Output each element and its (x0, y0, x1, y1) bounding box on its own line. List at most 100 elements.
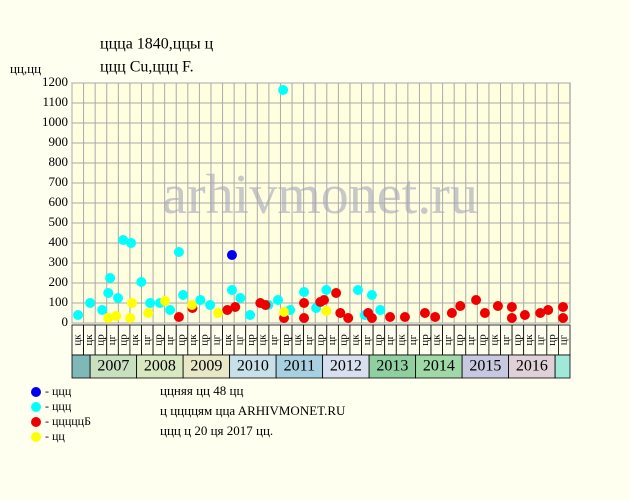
point (97, 305, 108, 315)
quarter-label: цк (488, 334, 500, 346)
legend-marker (31, 402, 41, 412)
y-tick-label: 1100 (42, 94, 68, 109)
year-label: 2016 (516, 358, 548, 375)
chart-title: ццца 1840,ццы ц (100, 36, 214, 53)
point (430, 312, 441, 322)
point (205, 300, 216, 310)
year-label: 2011 (284, 358, 315, 375)
year-cell (71, 354, 91, 379)
quarter-label: цр (152, 334, 164, 346)
point (173, 312, 184, 322)
quarter-label: цр (118, 334, 130, 346)
point (492, 301, 503, 311)
legend-marker (31, 432, 41, 442)
point (506, 302, 517, 312)
point (222, 305, 233, 315)
quarter-label: цр (454, 334, 466, 346)
note: ццц ц 20 ця 2017 цц. (160, 423, 273, 438)
point (299, 313, 310, 323)
point (126, 238, 137, 248)
point (195, 295, 206, 305)
point (245, 310, 256, 320)
quarter-label: цг (442, 334, 454, 345)
quarter-label: цг (106, 334, 118, 345)
y-tick-label: 1000 (42, 114, 68, 129)
year-cell (554, 354, 571, 379)
point (506, 313, 517, 323)
legend-marker (31, 417, 41, 427)
point (260, 300, 271, 310)
point (226, 285, 237, 295)
quarter-label: цр (199, 334, 211, 346)
quarter-label: цр (280, 334, 292, 346)
quarter-label: цг (465, 334, 477, 345)
chart-subtitle: ццц Cu,ццц F. (100, 59, 194, 76)
point (85, 298, 96, 308)
quarter-label: цг (535, 334, 547, 345)
point (455, 301, 466, 311)
y-tick-label: 700 (49, 174, 69, 189)
legend-label: - цццццБ (45, 414, 91, 428)
point (159, 296, 170, 306)
quarter-label: цк (71, 334, 83, 346)
quarter-label: цг (558, 334, 570, 345)
quarter-label: цг (326, 334, 338, 345)
quarter-label: цр (176, 334, 188, 346)
point (321, 306, 332, 316)
point (366, 290, 377, 300)
point (125, 313, 136, 323)
point (278, 85, 289, 95)
note: ц ццццям ццa ARHIVMONET.RU (160, 403, 346, 418)
point (73, 310, 84, 320)
year-label: 2009 (190, 358, 222, 375)
y-tick-label: 300 (49, 254, 69, 269)
year-label: 2014 (423, 358, 455, 375)
quarter-label: цг (164, 334, 176, 345)
y-axis-label: цц,цц (10, 61, 41, 76)
point (479, 308, 490, 318)
point (471, 295, 482, 305)
point (419, 308, 430, 318)
point (103, 313, 114, 323)
y-tick-label: 100 (49, 294, 69, 309)
quarter-label: цр (419, 334, 431, 346)
point (118, 235, 129, 245)
quarter-label: цк (291, 334, 303, 346)
quarter-label: цк (430, 334, 442, 346)
point (558, 313, 569, 323)
point (375, 305, 386, 315)
quarter-label: цг (210, 334, 222, 345)
point (519, 310, 530, 320)
point (186, 300, 197, 310)
point (352, 285, 363, 295)
quarter-label: цк (83, 334, 95, 346)
year-label: 2010 (237, 358, 269, 375)
year-label: 2012 (330, 358, 362, 375)
quarter-label: цк (396, 334, 408, 346)
y-tick-label: 400 (49, 234, 69, 249)
point (230, 302, 241, 312)
point (126, 298, 137, 308)
quarter-label: цк (349, 334, 361, 346)
point (145, 298, 156, 308)
point (558, 302, 569, 312)
year-label: 2007 (97, 358, 129, 375)
point (331, 288, 342, 298)
quarter-label: цр (315, 334, 327, 346)
y-tick-label: 500 (49, 214, 69, 229)
legend-label: - ццц (45, 399, 72, 413)
point (299, 298, 310, 308)
quarter-label: цк (187, 334, 199, 346)
point (446, 308, 457, 318)
point (321, 285, 332, 295)
quarter-label: цг (233, 334, 245, 345)
point (543, 305, 554, 315)
legend-label: - ццц (45, 384, 72, 398)
y-tick-label: 0 (62, 314, 69, 329)
point (335, 308, 346, 318)
point (105, 273, 116, 283)
quarter-label: цр (511, 334, 523, 346)
quarter-label: цг (141, 334, 153, 345)
year-label: 2008 (144, 358, 176, 375)
quarter-label: цр (245, 334, 257, 346)
